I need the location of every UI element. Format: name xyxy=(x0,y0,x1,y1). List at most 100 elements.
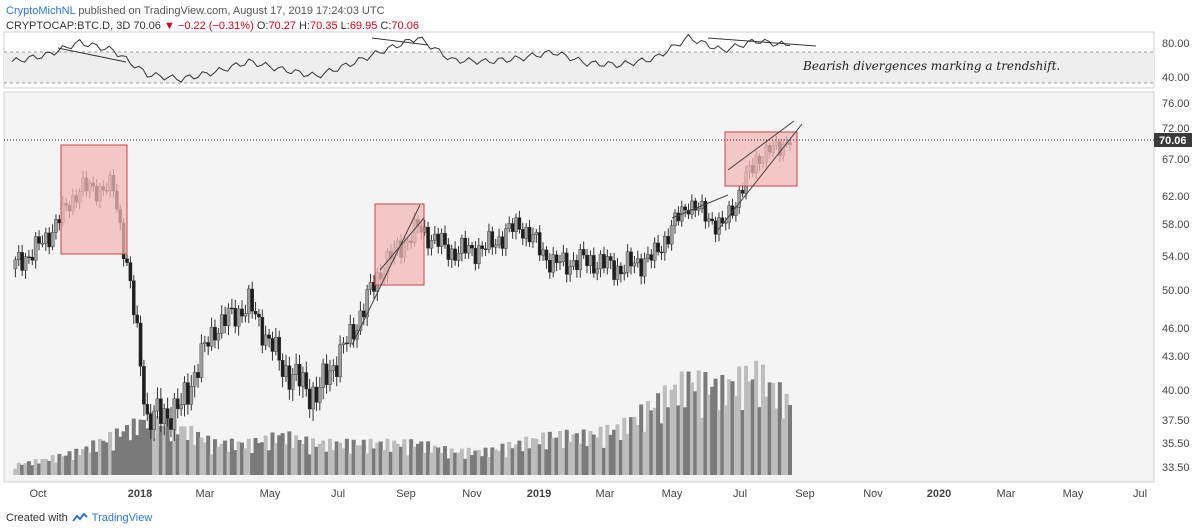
open-value: 70.27 xyxy=(268,20,296,32)
candle-body xyxy=(148,413,153,430)
candle-body xyxy=(334,365,339,377)
volume-bar xyxy=(260,442,265,475)
divergence-line-3 xyxy=(707,37,817,47)
volume-bar xyxy=(571,434,576,475)
volume-bar xyxy=(321,440,326,475)
candle-body xyxy=(290,374,295,390)
time-tick-label: 2018 xyxy=(128,488,152,500)
volume-bar xyxy=(327,438,332,475)
volume-bar xyxy=(243,448,248,475)
volume-bar xyxy=(361,439,366,475)
volume-bar xyxy=(639,404,644,475)
volume-bar xyxy=(240,442,245,475)
volume-bar xyxy=(392,440,397,475)
candle-body xyxy=(439,233,444,247)
wedge-line-a xyxy=(351,204,421,346)
volume-bar xyxy=(283,444,288,475)
candle-body xyxy=(534,232,539,236)
volume-bar xyxy=(358,445,363,475)
candle-body xyxy=(54,219,58,233)
candle-body xyxy=(135,314,139,324)
volume-bar xyxy=(497,450,502,475)
volume-bar xyxy=(595,437,600,475)
volume-bar xyxy=(456,452,461,475)
volume-bar xyxy=(334,441,339,475)
volume-bar xyxy=(280,433,285,475)
volume-bar xyxy=(530,438,535,475)
volume-bar xyxy=(473,450,478,475)
author-link[interactable]: CryptoMichNL xyxy=(6,5,76,17)
candle-body xyxy=(449,248,454,260)
volume-bar xyxy=(591,434,596,475)
volume-bar xyxy=(449,448,454,475)
volume-bar xyxy=(405,455,410,475)
volume-bar xyxy=(399,446,403,475)
volume-bar xyxy=(541,432,546,475)
volume-bar xyxy=(145,428,150,475)
volume-bar xyxy=(629,417,634,475)
price-tick-label: 54.00 xyxy=(1162,251,1190,263)
volume-bar xyxy=(561,448,566,475)
ticker-symbol: CRYPTOCAP:BTC.D, 3D xyxy=(6,20,131,32)
candle-body xyxy=(463,237,468,254)
candle-body xyxy=(33,236,38,261)
price-tick-label: 43.00 xyxy=(1162,351,1190,363)
volume-bar xyxy=(263,435,268,475)
volume-bar xyxy=(514,444,519,475)
volume-bar xyxy=(527,448,532,475)
volume-bar xyxy=(256,443,261,475)
candle-body xyxy=(233,308,238,327)
candle-body xyxy=(260,316,265,346)
volume-bar xyxy=(493,449,498,475)
volume-bar xyxy=(223,440,228,475)
volume-bar xyxy=(125,425,130,475)
candle-body xyxy=(477,245,481,265)
rsi-tick-40: 40.00 xyxy=(1162,72,1190,84)
candle-body xyxy=(652,242,657,261)
candle-body xyxy=(470,245,474,249)
candle-body xyxy=(663,235,667,253)
volume-bar xyxy=(84,446,89,475)
candle-body xyxy=(527,226,532,243)
high-label: H: xyxy=(299,20,311,32)
volume-bar xyxy=(101,440,106,475)
volume-bar xyxy=(686,371,691,475)
candle-body xyxy=(145,404,150,415)
volume-bar xyxy=(625,433,630,475)
candle-body xyxy=(175,398,180,410)
volume-bar xyxy=(77,455,82,475)
volume-bar xyxy=(716,410,721,475)
volume-bar xyxy=(114,428,119,475)
open-label: O: xyxy=(256,20,269,32)
volume-bar xyxy=(212,439,217,475)
candle-body xyxy=(44,232,48,244)
volume-bar xyxy=(64,455,69,475)
candle-body xyxy=(575,260,579,270)
volume-bar xyxy=(135,435,140,475)
candle-body xyxy=(443,233,447,245)
price-tick-label: 40.00 xyxy=(1162,385,1190,397)
volume-bar xyxy=(371,448,376,475)
candle-body xyxy=(578,249,583,270)
candle-body xyxy=(683,206,687,211)
volume-bar xyxy=(355,445,360,475)
volume-bar xyxy=(429,452,434,475)
volume-bar xyxy=(683,407,688,475)
volume-bar xyxy=(730,381,735,475)
volume-bar xyxy=(385,438,390,475)
candle-body xyxy=(531,234,535,243)
candle-body xyxy=(361,310,366,318)
volume-bar xyxy=(662,385,667,475)
candle-body xyxy=(659,251,664,254)
candle-body xyxy=(622,271,627,275)
volume-bar xyxy=(426,441,431,475)
volume-bar xyxy=(601,447,606,475)
candle-body xyxy=(280,360,285,377)
candle-body xyxy=(466,245,471,254)
tradingview-link[interactable]: TradingView xyxy=(91,512,153,524)
volume-bar xyxy=(317,443,322,475)
candle-body xyxy=(16,252,21,261)
candle-body xyxy=(230,307,234,310)
candle-body xyxy=(635,258,640,264)
